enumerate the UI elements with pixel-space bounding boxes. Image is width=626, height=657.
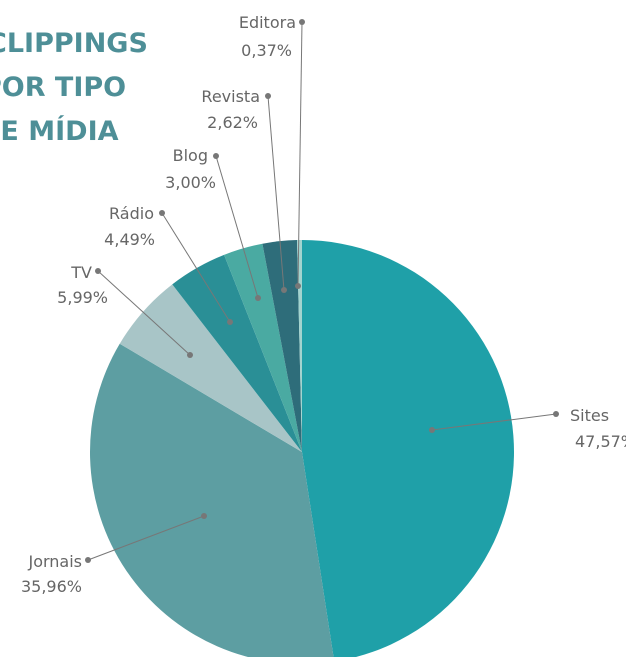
leader-dot xyxy=(213,153,219,159)
leader-line xyxy=(87,515,205,561)
leader-line xyxy=(97,270,191,356)
leader-dot xyxy=(227,319,233,325)
slice-label: Sites xyxy=(570,406,609,425)
slice-value-label: 3,00% xyxy=(165,173,216,192)
pie-slice xyxy=(297,240,302,452)
leader-dot xyxy=(201,513,207,519)
pie-slice xyxy=(224,243,302,452)
slice-label: Jornais xyxy=(27,552,82,571)
slice-label: Revista xyxy=(201,87,260,106)
slice-value-label: 4,49% xyxy=(104,230,155,249)
slice-value-label: 2,62% xyxy=(207,113,258,132)
slice-value-label: 47,57% xyxy=(575,432,626,451)
leader-line xyxy=(431,413,557,431)
leader-dot xyxy=(553,411,559,417)
leader-dot xyxy=(299,19,305,25)
slice-value-label: 0,37% xyxy=(241,41,292,60)
pie-slice xyxy=(262,240,302,452)
leader-dot xyxy=(187,352,193,358)
pie-slice xyxy=(302,240,514,657)
leader-line xyxy=(267,95,285,291)
leader-dot xyxy=(255,295,261,301)
leader-line xyxy=(297,21,303,287)
chart-title: DE MÍDIA xyxy=(0,115,119,147)
slice-label: Blog xyxy=(173,146,208,165)
pie-slice xyxy=(172,254,302,452)
pie-slice xyxy=(119,284,302,452)
slice-label: TV xyxy=(70,263,92,282)
leader-dot xyxy=(281,287,287,293)
slice-label: Editora xyxy=(239,13,296,32)
leader-dot xyxy=(295,283,301,289)
leader-dot xyxy=(85,557,91,563)
slice-value-label: 35,96% xyxy=(21,577,82,596)
leader-line xyxy=(161,212,231,323)
leader-line xyxy=(215,155,259,299)
leader-dot xyxy=(95,268,101,274)
chart-title: POR TIPO xyxy=(0,72,126,103)
slice-value-label: 5,99% xyxy=(57,288,108,307)
pie-slice xyxy=(90,343,334,657)
leader-dot xyxy=(429,427,435,433)
chart-title: CLIPPINGS xyxy=(0,28,148,59)
leader-dot xyxy=(265,93,271,99)
leader-dot xyxy=(159,210,165,216)
slice-label: Rádio xyxy=(109,204,154,223)
